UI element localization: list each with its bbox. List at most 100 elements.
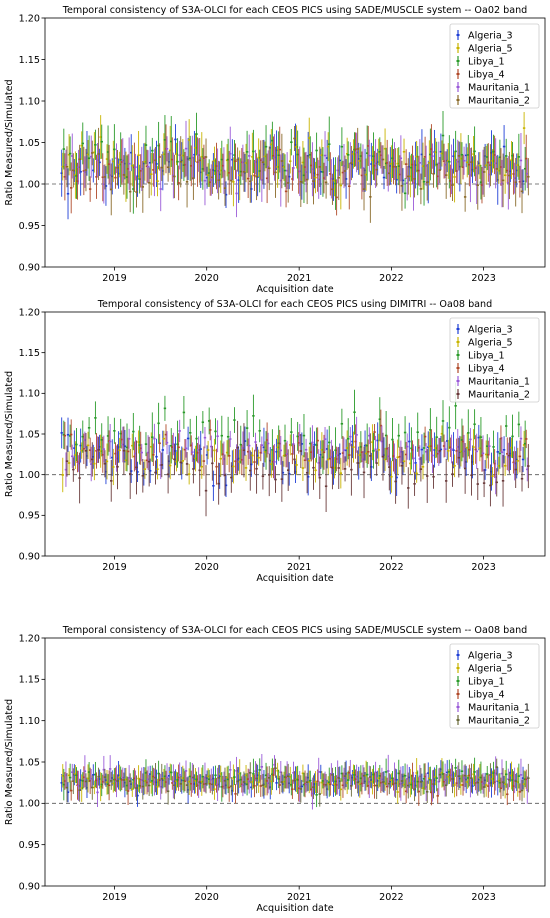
data-point [225,451,229,454]
data-point [442,445,446,447]
data-point [342,777,346,780]
data-point [339,472,343,474]
data-point [83,770,87,773]
data-point [395,778,398,781]
data-point [510,159,513,161]
data-point [238,461,241,463]
legend-label: Libya_4 [468,70,505,81]
data-point [160,166,163,169]
data-point [116,166,119,169]
data-point [266,442,270,445]
data-point [331,188,334,191]
data-point [319,170,323,173]
data-point [511,154,514,157]
data-point [250,786,253,789]
data-point [237,779,240,782]
data-point [183,448,187,451]
data-point [72,468,75,471]
data-point [227,454,231,457]
data-point [120,438,123,441]
data-point [257,156,260,159]
data-point [61,165,64,168]
data-point [468,774,471,777]
data-point [526,172,529,175]
data-point [220,434,224,437]
data-point [423,156,427,158]
data-point [508,454,511,457]
data-point [262,163,266,166]
data-point [292,771,295,774]
data-point [361,167,365,169]
data-point [167,161,171,163]
data-point [497,465,501,467]
data-point [472,446,475,448]
data-point [209,181,212,184]
data-point [77,166,80,168]
data-point [181,777,185,779]
data-point [101,453,104,456]
data-point [291,453,294,455]
data-point [299,788,303,790]
data-point [329,457,332,460]
data-point [461,784,465,786]
legend-label: Mauritania_1 [468,377,530,388]
data-point [520,477,524,480]
data-point [320,154,324,156]
data-point [436,795,439,797]
data-point [401,462,405,464]
data-point [277,778,280,780]
data-point [94,417,97,419]
data-point [250,188,253,190]
data-point [233,154,236,156]
data-point [453,784,456,786]
data-point [167,460,171,463]
data-point [490,470,493,473]
data-point [481,782,485,785]
data-point [434,447,437,449]
data-point [434,151,437,154]
data-point [365,444,369,447]
y-tick-label: 1.20 [19,307,40,318]
data-point [227,786,231,789]
data-point [332,178,335,180]
data-point [489,164,492,166]
data-point [255,175,258,178]
data-point [293,458,296,461]
data-point [252,772,255,775]
data-point [304,448,308,451]
data-point [232,181,235,183]
y-tick-label: 1.20 [19,633,40,644]
data-point [223,187,227,189]
data-point [202,783,206,785]
data-point [422,180,426,183]
data-point [411,449,414,451]
data-point [105,460,109,463]
data-point [69,433,73,436]
data-point [162,777,166,780]
y-tick-label: 1.05 [19,429,40,440]
data-point [283,169,287,172]
data-point [469,781,472,784]
data-point [79,444,82,447]
data-point [311,792,314,795]
data-point [164,433,168,436]
data-point [294,144,297,146]
data-point [242,781,246,783]
data-point [385,162,389,164]
data-point [301,467,305,469]
data-point [471,168,474,171]
data-point [347,437,350,440]
data-point [91,458,94,461]
data-point [170,445,173,447]
data-point [308,459,311,462]
data-point [209,782,212,785]
data-point [442,160,446,162]
x-tick-label: 2022 [379,562,403,573]
data-point [501,179,505,182]
data-point [297,442,300,444]
data-point [97,775,100,778]
data-point [120,779,123,781]
data-point [350,468,353,471]
data-point [401,179,405,182]
